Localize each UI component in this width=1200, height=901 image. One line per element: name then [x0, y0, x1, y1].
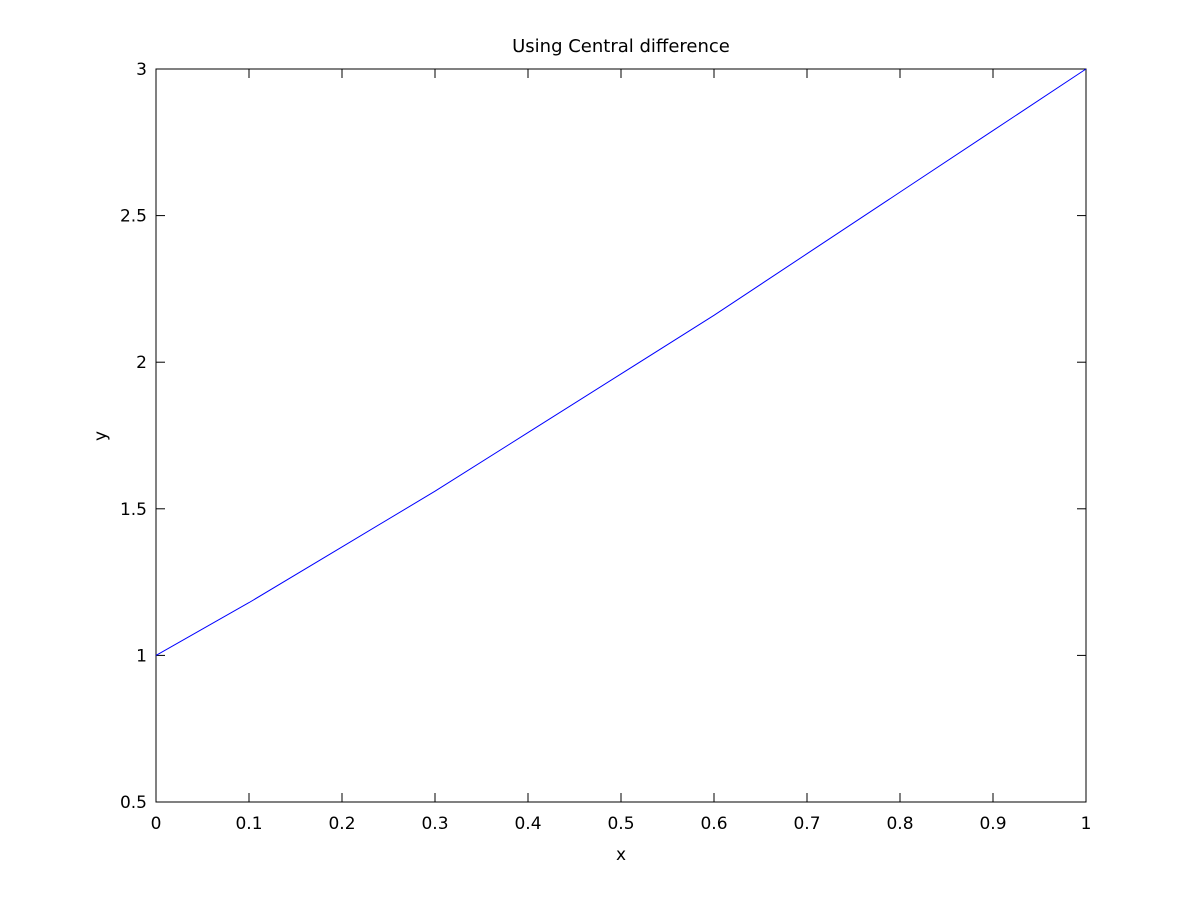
x-axis: 0 0.1 0.2 0.3 0.4 0.5 0.6 0.7 0.8 0.9 1	[151, 69, 1092, 834]
y-axis: 0.5 1 1.5 2 2.5 3	[120, 60, 1086, 813]
x-tick-label: 0.2	[328, 814, 355, 834]
y-axis-label: y	[91, 431, 111, 441]
y-tick-label: 1	[136, 646, 147, 666]
x-tick-label: 0.6	[700, 814, 727, 834]
x-tick-label: 0.7	[793, 814, 820, 834]
x-tick-label: 0	[151, 814, 162, 834]
x-tick-label: 0.8	[886, 814, 913, 834]
x-tick-label: 0.3	[421, 814, 448, 834]
y-tick-label: 1.5	[120, 500, 147, 520]
chart-title: Using Central difference	[512, 36, 730, 57]
series-line	[155, 68, 1087, 656]
y-tick-label: 2	[136, 353, 147, 373]
plot-area: 0 0.1 0.2 0.3 0.4 0.5 0.6 0.7 0.8 0.9 1 0.5 1 1.5 2 2.…	[120, 60, 1091, 834]
y-tick-label: 2.5	[120, 207, 147, 227]
series-group	[155, 68, 1087, 656]
axes-box	[155, 68, 1087, 803]
y-tick-label: 3	[136, 60, 147, 80]
y-tick-label: 0.5	[120, 793, 147, 813]
x-tick-label: 0.5	[607, 814, 634, 834]
x-tick-label: 0.1	[235, 814, 262, 834]
x-tick-label: 1	[1081, 814, 1092, 834]
x-axis-label: x	[616, 845, 626, 865]
x-tick-label: 0.4	[514, 814, 541, 834]
x-tick-label: 0.9	[979, 814, 1006, 834]
